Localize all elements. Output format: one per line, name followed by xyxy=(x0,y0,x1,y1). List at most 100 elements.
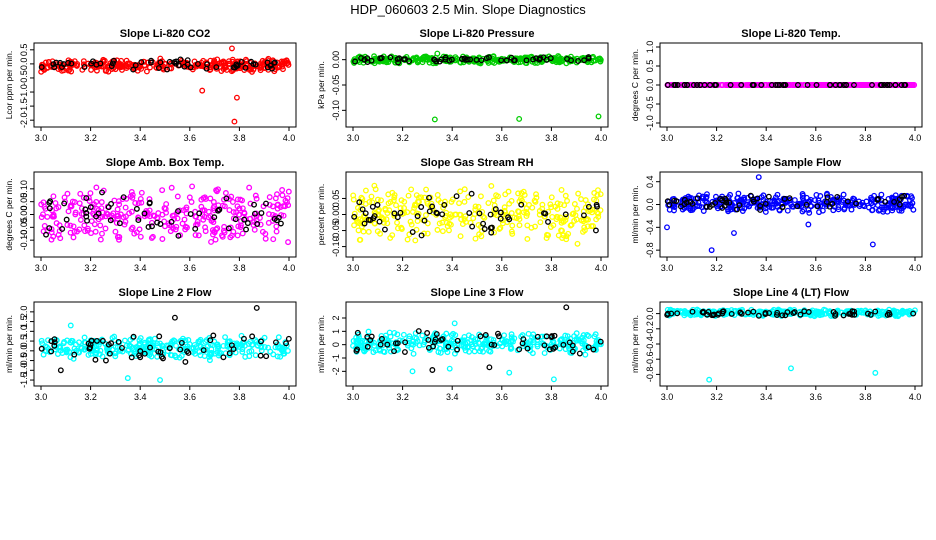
data-point xyxy=(391,194,398,201)
data-point xyxy=(818,311,825,318)
data-point xyxy=(116,233,123,240)
data-point xyxy=(128,208,135,215)
x-tick-label: 3.8 xyxy=(233,392,246,402)
data-point xyxy=(119,344,125,351)
y-tick-label: 0.5 xyxy=(19,335,29,348)
data-point xyxy=(234,203,241,210)
data-point xyxy=(834,194,841,200)
x-tick-label: 3.2 xyxy=(710,263,723,273)
data-point xyxy=(462,213,469,220)
data-point-outlier xyxy=(550,376,557,383)
chart-title: Slope Gas Stream RH xyxy=(420,157,533,169)
data-point-outlier xyxy=(563,304,570,311)
data-point xyxy=(525,330,532,337)
data-point xyxy=(441,201,448,208)
data-point-outlier xyxy=(664,224,670,231)
data-point xyxy=(780,82,787,88)
data-point xyxy=(211,214,218,221)
data-point xyxy=(225,225,232,232)
data-point xyxy=(541,350,548,357)
data-point xyxy=(574,205,580,212)
y-tick-label: -0.4 xyxy=(645,220,655,236)
data-point xyxy=(407,218,414,225)
data-point xyxy=(745,309,751,316)
data-point xyxy=(138,199,145,206)
data-point xyxy=(750,308,757,315)
data-point xyxy=(582,351,589,358)
data-point xyxy=(779,312,786,319)
data-point xyxy=(77,190,84,197)
data-point xyxy=(179,220,186,227)
data-point xyxy=(799,208,806,215)
data-point xyxy=(127,193,134,200)
data-point xyxy=(147,213,153,220)
data-point xyxy=(497,215,504,222)
data-point xyxy=(168,184,175,191)
data-point xyxy=(381,226,388,233)
data-point xyxy=(578,217,585,224)
data-point xyxy=(91,337,98,344)
data-point xyxy=(279,187,286,193)
data-point xyxy=(509,222,516,229)
data-point xyxy=(175,62,182,69)
data-point xyxy=(508,197,515,204)
data-point-outlier xyxy=(872,369,879,376)
data-point xyxy=(488,183,495,189)
data-point xyxy=(734,206,741,213)
data-point xyxy=(415,57,422,63)
data-point xyxy=(687,205,694,212)
x-tick-label: 3.8 xyxy=(859,133,872,143)
data-point xyxy=(280,212,287,219)
data-point xyxy=(198,203,205,210)
data-point xyxy=(481,226,488,232)
y-axis-label: ml/min per min. xyxy=(630,185,640,243)
data-point xyxy=(188,199,195,205)
data-point xyxy=(159,236,166,242)
data-point xyxy=(273,223,280,230)
y-tick-label: 2 xyxy=(331,315,341,320)
data-point xyxy=(859,82,866,88)
data-point xyxy=(146,199,153,206)
data-point xyxy=(863,82,870,88)
x-tick-label: 3.0 xyxy=(347,133,360,143)
data-point xyxy=(143,68,150,75)
data-point xyxy=(74,61,81,67)
data-point xyxy=(840,191,847,198)
data-point xyxy=(878,191,885,198)
data-point xyxy=(251,210,258,217)
data-point xyxy=(425,336,432,343)
data-point xyxy=(171,59,178,66)
data-point xyxy=(203,65,210,72)
x-tick-label: 3.4 xyxy=(134,133,147,143)
data-point xyxy=(275,334,282,341)
data-point xyxy=(99,213,106,220)
data-point xyxy=(493,212,500,219)
data-point xyxy=(835,204,842,211)
data-point xyxy=(406,333,413,340)
data-point xyxy=(562,332,569,339)
data-point xyxy=(361,345,368,351)
data-point xyxy=(354,329,361,336)
data-point xyxy=(377,341,384,348)
data-point xyxy=(382,207,389,213)
y-tick-label: -1.0 xyxy=(19,84,29,100)
data-point xyxy=(728,310,735,317)
data-point xyxy=(483,55,490,62)
y-tick-label: -0.10 xyxy=(331,236,341,257)
data-point xyxy=(754,195,761,202)
data-point xyxy=(580,212,587,219)
data-point xyxy=(200,344,207,351)
data-point xyxy=(185,350,192,356)
data-point xyxy=(38,337,45,344)
data-point xyxy=(441,346,448,353)
data-point xyxy=(508,331,515,338)
data-point xyxy=(758,82,765,88)
data-point xyxy=(864,310,871,317)
data-point xyxy=(779,204,786,211)
data-point xyxy=(444,349,451,356)
data-point xyxy=(576,350,583,357)
data-point xyxy=(121,337,128,344)
y-tick-label: 0.0 xyxy=(645,79,655,92)
x-tick-label: 3.0 xyxy=(347,263,360,273)
data-point xyxy=(72,211,79,218)
